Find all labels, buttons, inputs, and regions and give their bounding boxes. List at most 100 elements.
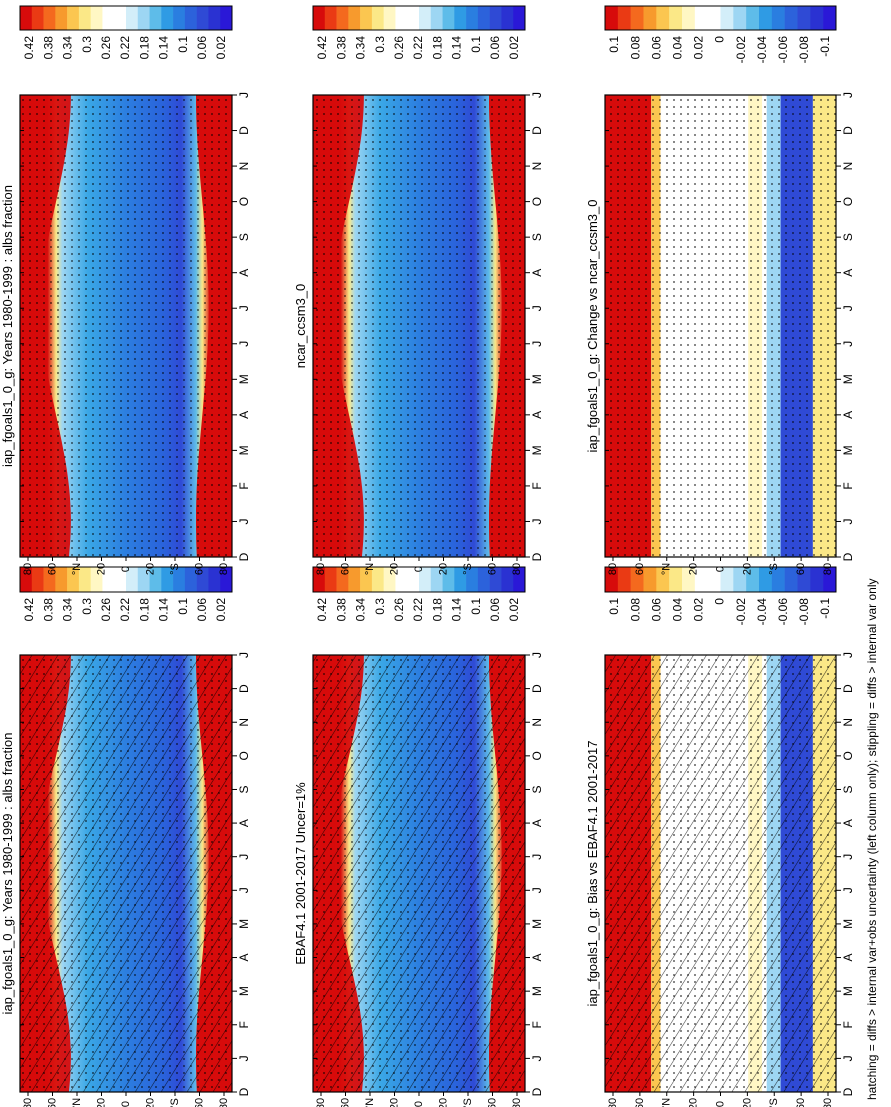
panel-obs: D J F M A M J J A S O N D J 80 60 °N 20 0 20 °S 60 80 EBAF4.1 2… <box>293 652 544 1107</box>
colorbar-swatch <box>208 567 221 592</box>
colorbar-swatch <box>161 6 174 30</box>
lat-label: 60 <box>339 563 351 575</box>
lat-label: °S <box>169 1098 181 1107</box>
lat-label: 60 <box>193 563 205 575</box>
colorbar-swatch <box>407 6 420 30</box>
colorbar-tick-label: 0.42 <box>315 36 329 60</box>
colorbar-tick-label: 0.42 <box>22 598 36 622</box>
stippling-ref <box>20 95 232 557</box>
colorbar-tick-label: 0.3 <box>80 36 94 53</box>
lat-label: °N <box>661 1098 673 1107</box>
lat-label: 80 <box>822 1098 834 1107</box>
colorbar-swatch <box>324 567 337 592</box>
lat-label: °N <box>364 1098 376 1107</box>
colorbar-swatch <box>90 567 103 592</box>
colorbar-tick-label: 0.38 <box>334 36 348 60</box>
month-label: F <box>841 1021 855 1028</box>
month-label: J <box>530 854 544 860</box>
month-label: N <box>530 718 544 727</box>
lat-label: °S <box>768 563 780 575</box>
month-label: M <box>841 374 855 384</box>
colorbar-swatch <box>126 6 139 30</box>
colorbar-swatch <box>67 567 80 592</box>
colorbar-swatch <box>759 6 773 30</box>
month-label: D <box>237 684 251 693</box>
lat-label: 80 <box>822 563 834 575</box>
month-label: M <box>530 445 544 455</box>
colorbar-tick-label: 0.1 <box>607 36 621 53</box>
colorbar-tick-label: 0.22 <box>118 598 132 622</box>
colorbar-tick-label: -0.08 <box>797 598 811 626</box>
colorbar-tick-label: 0.1 <box>176 598 190 615</box>
colorbar-swatch <box>630 6 644 30</box>
lat-label: 20 <box>95 563 107 575</box>
month-label: S <box>841 233 855 241</box>
colorbar-swatch <box>746 567 760 592</box>
colorbar-swatch <box>313 6 326 30</box>
colorbar-swatch <box>605 6 619 30</box>
colorbar-tick-label: 0.3 <box>373 36 387 53</box>
panel-title: iap_fgoals1_0_g: Years 1980-1999 : albs … <box>0 185 15 467</box>
lat-label: 80 <box>218 1098 230 1107</box>
colorbar-swatch <box>477 567 490 592</box>
colorbar-swatch <box>20 6 33 30</box>
colorbar-tick-label: 0.14 <box>157 598 171 622</box>
month-label: F <box>530 1021 544 1028</box>
colorbar-tick-label: 0.02 <box>214 598 228 622</box>
month-label: S <box>237 785 251 793</box>
colorbar-tick-label: 0.18 <box>137 36 151 60</box>
month-label: J <box>237 305 251 311</box>
colorbar-tick-label: 0.06 <box>488 598 502 622</box>
month-label: A <box>841 411 855 419</box>
month-label: A <box>237 819 251 827</box>
colorbar-swatch <box>371 567 384 592</box>
lat-label: 60 <box>339 1098 351 1107</box>
colorbar-tick-label: -0.08 <box>797 36 811 64</box>
lat-label: 60 <box>795 1098 807 1107</box>
panel-title: iap_fgoals1_0_g: Years 1980-1999 : albs … <box>0 733 15 1015</box>
colorbar-swatch <box>643 6 657 30</box>
month-label: M <box>841 986 855 996</box>
colorbar-swatch <box>771 6 785 30</box>
colorbar-swatch <box>126 567 139 592</box>
month-label: F <box>237 482 251 489</box>
month-label: D <box>530 684 544 693</box>
colorbar-tick-label: 0.34 <box>354 598 368 622</box>
colorbar-swatch <box>477 6 490 30</box>
colorbar-tick-label: 0.04 <box>670 36 684 60</box>
lat-label: 20 <box>688 1098 700 1107</box>
colorbar-swatch <box>707 6 721 30</box>
colorbar-swatch <box>383 567 396 592</box>
month-label: A <box>841 269 855 277</box>
month-label: M <box>530 919 544 929</box>
colorbar-tick-label: 0.34 <box>61 36 75 60</box>
colorbar-tick-label: 0.06 <box>649 598 663 622</box>
colorbar-swatch <box>797 567 811 592</box>
month-label: A <box>530 411 544 419</box>
lat-label: 20 <box>388 1098 400 1107</box>
colorbar-tick-label: 0.26 <box>99 598 113 622</box>
colorbar-tick-label: 0.02 <box>507 598 521 622</box>
month-label: J <box>237 652 251 658</box>
colorbar-tick-label: 0.02 <box>692 598 706 622</box>
month-label: J <box>841 92 855 98</box>
month-label: D <box>841 1087 855 1096</box>
lat-label: 60 <box>634 1098 646 1107</box>
lat-label: °N <box>71 1098 83 1107</box>
colorbar-tick-label: 0.06 <box>649 36 663 60</box>
colorbar-tick-label: 0.14 <box>157 36 171 60</box>
month-label: F <box>841 482 855 489</box>
colorbar-swatch <box>489 567 502 592</box>
month-label: F <box>530 482 544 489</box>
colorbar-frame <box>312 566 526 593</box>
colorbar-swatch <box>617 567 631 592</box>
colorbar-swatch <box>797 6 811 30</box>
lat-label: 20 <box>741 1098 753 1107</box>
colorbar-swatch <box>20 567 33 592</box>
month-label: J <box>841 652 855 658</box>
colorbar-tick-label: 0.3 <box>80 598 94 615</box>
lat-label: 80 <box>315 563 327 575</box>
colorbar-tick-label: 0.1 <box>469 36 483 53</box>
colorbar-swatch <box>137 6 150 30</box>
colorbar-swatch <box>771 567 785 592</box>
